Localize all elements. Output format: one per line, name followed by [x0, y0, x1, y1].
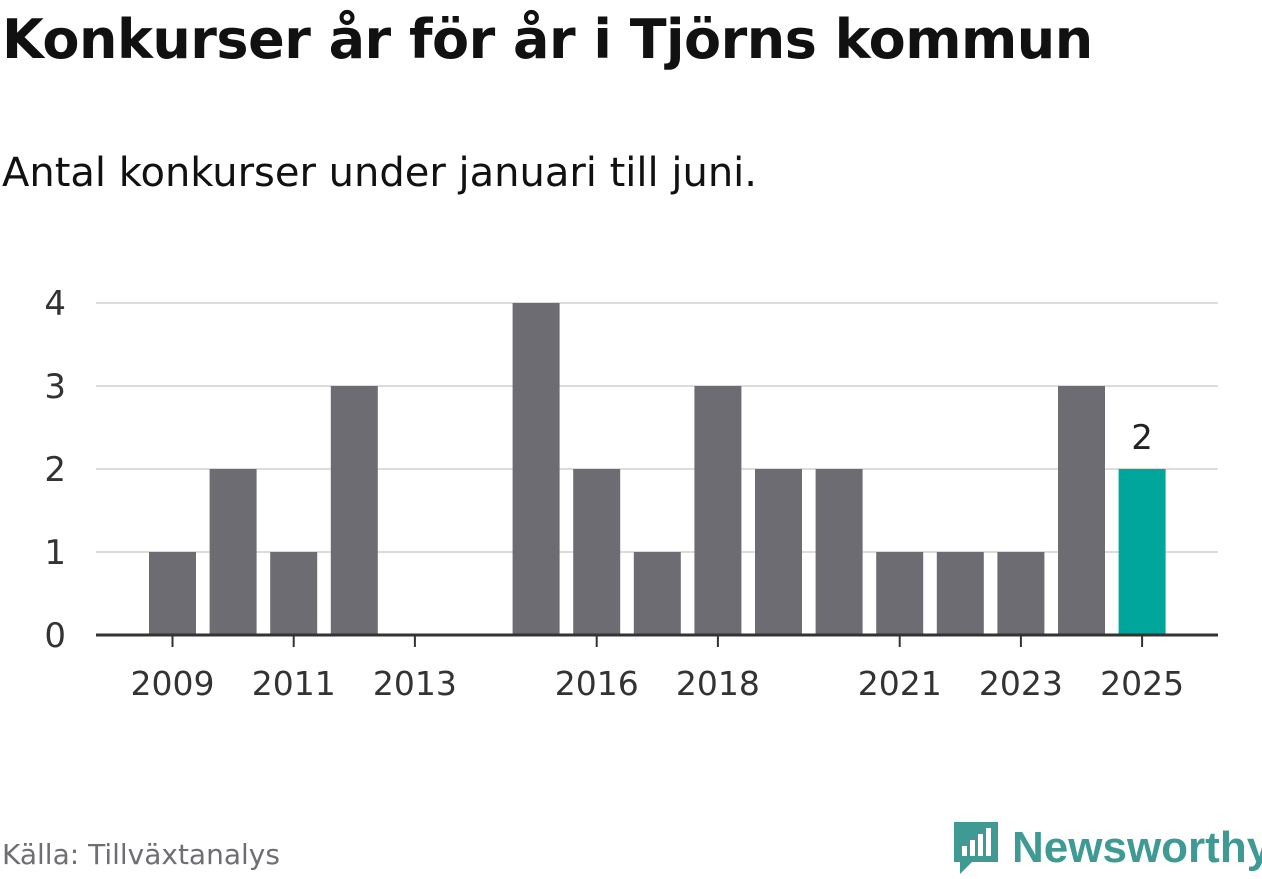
source-note: Källa: Tillväxtanalys	[2, 838, 280, 871]
chart-title: Konkurser år för år i Tjörns kommun	[2, 8, 1093, 71]
y-tick-label: 4	[44, 284, 66, 324]
bar-2021	[876, 552, 924, 635]
bar-2010	[209, 469, 257, 635]
bar-2019	[755, 469, 802, 635]
y-tick-label: 1	[44, 533, 66, 573]
bar-2023	[997, 552, 1045, 635]
x-tick-label: 2021	[858, 664, 942, 703]
bar-2012	[330, 386, 378, 635]
x-tick-label: 2013	[373, 664, 457, 703]
x-tick-label: 2023	[979, 664, 1063, 703]
bar-2016	[573, 469, 621, 635]
newsworthy-logo-icon	[954, 822, 998, 874]
x-tick-label: 2016	[555, 664, 639, 703]
bar-2022	[936, 552, 984, 635]
bar-2009	[149, 552, 196, 635]
bar-2017	[633, 552, 681, 635]
y-tick-label: 3	[44, 367, 66, 407]
bar-2024	[1058, 386, 1105, 635]
bar-2018	[694, 386, 742, 635]
x-tick-label: 2025	[1100, 664, 1184, 703]
chart-subtitle: Antal konkurser under januari till juni.	[2, 150, 757, 196]
brand-name: Newsworthy	[1012, 823, 1262, 872]
x-tick-label: 2018	[676, 664, 760, 703]
brand-logo: Newsworthy	[950, 818, 1262, 878]
bar-2015	[512, 303, 560, 635]
y-tick-label: 2	[44, 450, 66, 490]
bar-2025	[1118, 469, 1166, 635]
x-tick-label: 2009	[131, 664, 215, 703]
bar-2020	[815, 469, 863, 635]
x-tick-label: 2011	[252, 664, 336, 703]
y-tick-label: 0	[44, 616, 66, 656]
bar-2011	[270, 552, 318, 635]
data-label-2025: 2	[1131, 418, 1153, 458]
